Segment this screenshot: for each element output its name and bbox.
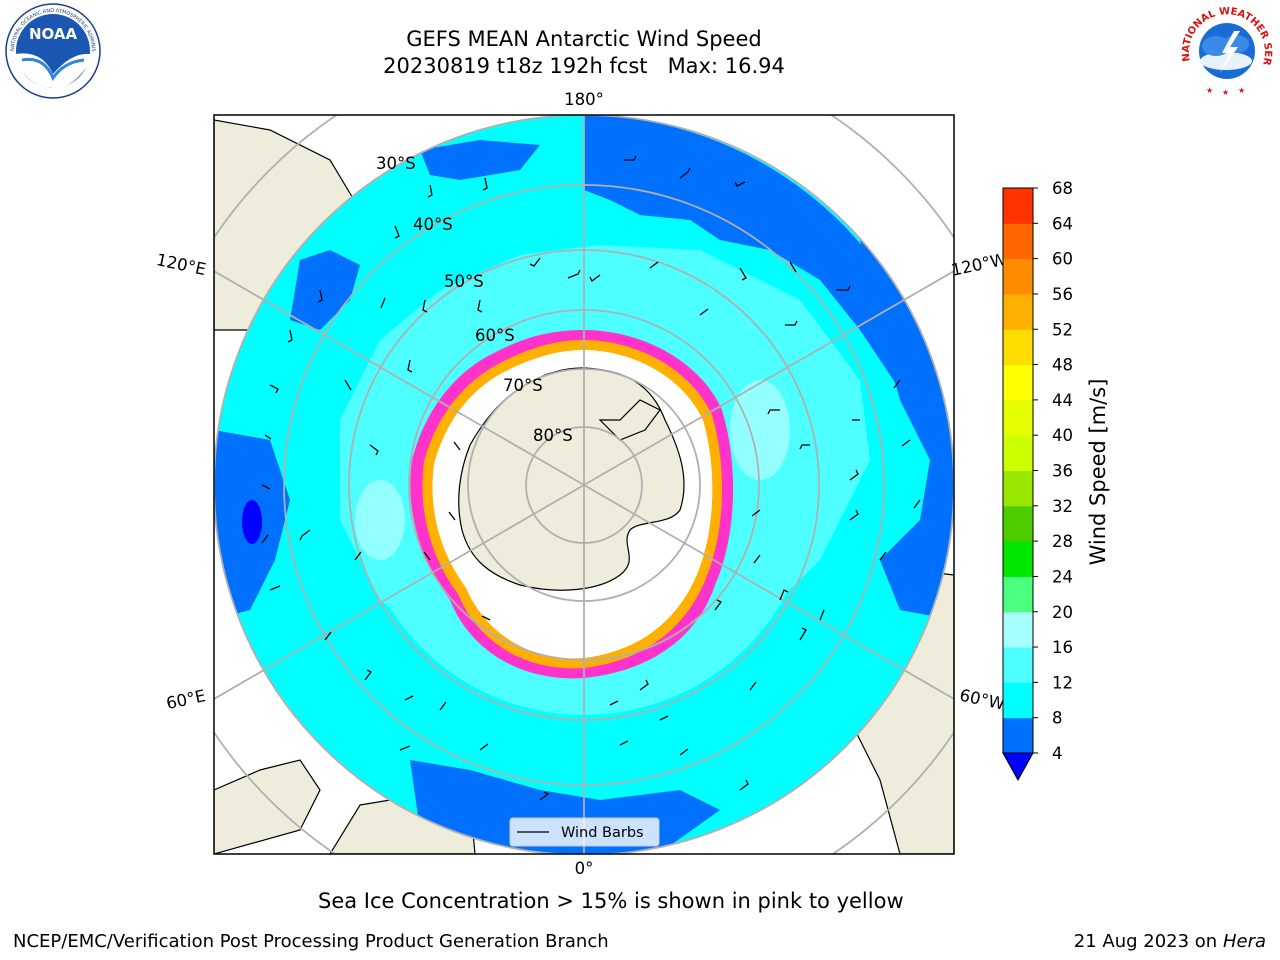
- colorbar-segment: [1003, 541, 1033, 577]
- colorbar-tick-label: 20: [1052, 603, 1073, 622]
- colorbar-tick-label: 52: [1052, 320, 1073, 339]
- chart-title: GEFS MEAN Antarctic Wind Speed: [406, 27, 762, 51]
- colorbar-tick-label: 4: [1052, 744, 1063, 763]
- colorbar-segment: [1003, 470, 1033, 507]
- svg-text:★: ★: [1222, 88, 1229, 97]
- colorbar-label: Wind Speed [m/s]: [1086, 379, 1110, 566]
- colorbar-tick-label: 12: [1052, 673, 1073, 692]
- colorbar-tick-label: 36: [1052, 462, 1073, 481]
- colorbar-segment: [1003, 258, 1033, 295]
- noaa-logo-text: NOAA: [29, 25, 78, 43]
- colorbar-segment: [1003, 435, 1033, 471]
- colorbar-tick-label: 28: [1052, 532, 1073, 551]
- wind-barb-legend-label: Wind Barbs: [561, 825, 644, 841]
- lon-label-180: 180°: [564, 90, 604, 109]
- nws-logo: NATIONAL WEATHER SERVICE ★ ★ ★: [1176, 1, 1273, 97]
- colorbar-tick-label: 48: [1052, 356, 1073, 375]
- colorbar-tick-label: 32: [1052, 497, 1073, 516]
- lat-label-40s: 40°S: [413, 215, 453, 234]
- wind-barb-legend: Wind Barbs: [509, 817, 660, 847]
- svg-text:★: ★: [1206, 86, 1213, 95]
- lon-label-60e: 60°E: [164, 686, 207, 713]
- svg-text:★: ★: [1238, 86, 1245, 95]
- lon-label-120w: 120°W: [949, 249, 1008, 279]
- colorbar-segment: [1003, 293, 1033, 330]
- colorbar-segment: [1003, 647, 1033, 683]
- colorbar-under-arrow: [1002, 752, 1034, 782]
- colorbar-segment: [1003, 505, 1033, 542]
- colorbar-segment: [1003, 188, 1033, 224]
- lon-label-60w: 60°W: [958, 686, 1007, 714]
- colorbar-segment: [1003, 717, 1033, 754]
- colorbar-tick-label: 56: [1052, 285, 1073, 304]
- lon-label-120e: 120°E: [155, 250, 208, 279]
- colorbar-tick-label: 60: [1052, 250, 1073, 269]
- colorbar-segment: [1003, 223, 1033, 260]
- polar-map: Wind Barbs 30°S 40°S 50°S 60°S 70°S 80°S…: [155, 90, 1110, 878]
- colorbar-segment: [1003, 364, 1033, 401]
- wind-barbs: [261, 155, 921, 801]
- footer-credit: NCEP/EMC/Verification Post Processing Pr…: [13, 931, 609, 952]
- colorbar-segment: [1003, 576, 1033, 613]
- colorbar-tick-label: 24: [1052, 567, 1073, 586]
- colorbar-tick-label: 64: [1052, 214, 1073, 233]
- colorbar-tick-label: 16: [1052, 638, 1073, 657]
- colorbar-segment: [1003, 682, 1033, 719]
- lat-label-80s: 80°S: [533, 426, 573, 445]
- colorbar-tick-label: 8: [1052, 709, 1063, 728]
- sea-ice-caption: Sea Ice Concentration > 15% is shown in …: [318, 889, 904, 913]
- footer-date-text: 21 Aug 2023 on: [1073, 931, 1218, 952]
- colorbar-segment: [1003, 399, 1033, 436]
- colorbar-tick-label: 44: [1052, 391, 1073, 410]
- footer-host: Hera: [1222, 931, 1266, 952]
- colorbar-segment: [1003, 611, 1033, 648]
- noaa-logo: NOAA NATIONAL OCEANIC AND ATMOSPHERIC AD…: [2, 2, 101, 99]
- lat-label-60s: 60°S: [475, 326, 515, 345]
- footer-date: 21 Aug 2023 on Hera: [1074, 931, 1266, 952]
- colorbar-tick-label: 68: [1052, 179, 1073, 198]
- chart-subtitle: 20230819 t18z 192h fcst Max: 16.94: [383, 54, 785, 78]
- lat-label-70s: 70°S: [503, 376, 543, 395]
- lat-label-50s: 50°S: [444, 272, 484, 291]
- lon-label-0: 0°: [575, 859, 594, 878]
- colorbar-tick-label: 40: [1052, 426, 1073, 445]
- colorbar-segment: [1003, 329, 1033, 366]
- lat-label-30s: 30°S: [376, 154, 416, 173]
